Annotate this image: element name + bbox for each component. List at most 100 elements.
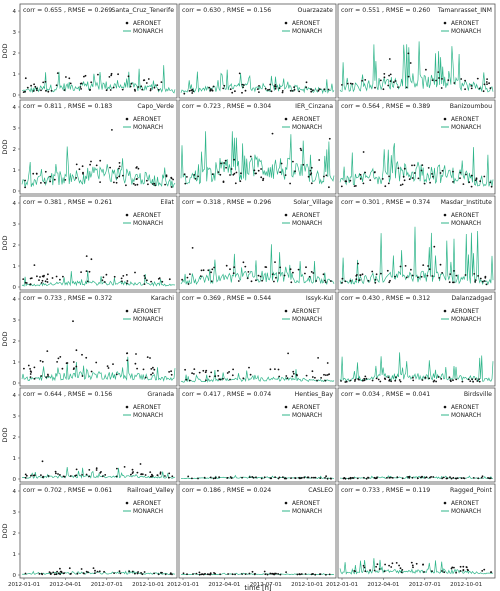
aeronet-point xyxy=(352,477,355,479)
aeronet-point xyxy=(465,566,468,568)
aeronet-point xyxy=(122,275,125,277)
aeronet-point xyxy=(113,181,115,184)
aeronet-point xyxy=(161,280,164,283)
aeronet-point xyxy=(362,151,365,153)
aeronet-point xyxy=(190,89,193,92)
aeronet-point xyxy=(388,476,391,479)
aeronet-point xyxy=(377,378,380,381)
aeronet-point xyxy=(40,89,42,92)
panel-frame xyxy=(19,3,178,99)
aeronet-point xyxy=(246,277,249,279)
aeronet-point xyxy=(52,571,55,574)
panel-frame xyxy=(19,195,178,291)
aeronet-point xyxy=(325,573,327,576)
aeronet-point xyxy=(399,265,402,268)
aeronet-point xyxy=(330,280,332,282)
aeronet-point xyxy=(476,380,479,382)
aeronet-point xyxy=(363,566,366,569)
aeronet-point xyxy=(23,367,25,370)
aeronet-point xyxy=(274,84,277,86)
aeronet-point xyxy=(427,167,430,169)
aeronet-point xyxy=(312,573,314,575)
aeronet-point xyxy=(202,269,205,272)
aeronet-point xyxy=(347,477,350,480)
aeronet-series xyxy=(342,475,492,480)
aeronet-point xyxy=(112,363,114,365)
aeronet-point xyxy=(405,276,408,279)
aeronet-series xyxy=(24,567,173,576)
aeronet-point xyxy=(269,83,272,86)
aeronet-point xyxy=(47,90,50,93)
aeronet-point xyxy=(260,176,263,179)
legend-monarch-label: MONARCH xyxy=(451,413,481,419)
y-tick-label: 1 xyxy=(13,168,17,174)
aeronet-point xyxy=(363,476,365,479)
aeronet-point xyxy=(69,475,72,477)
aeronet-point xyxy=(412,376,414,379)
aeronet-series xyxy=(340,375,481,383)
aeronet-point xyxy=(362,182,365,185)
aeronet-point xyxy=(150,373,153,376)
x-tick-label: 2012-07-01 xyxy=(409,582,441,588)
aeronet-point xyxy=(269,368,272,371)
panel-station-name: Tamanrasset_INM xyxy=(437,7,492,14)
legend-monarch-label: MONARCH xyxy=(292,413,322,419)
aeronet-point xyxy=(281,91,284,94)
legend-monarch-label: MONARCH xyxy=(133,221,163,227)
aeronet-point xyxy=(34,85,37,88)
aeronet-point xyxy=(62,572,65,575)
aeronet-point xyxy=(208,86,211,89)
panel-frame xyxy=(178,483,337,579)
legend-aeronet-label: AERONET xyxy=(451,117,479,123)
legend-monarch-label: MONARCH xyxy=(451,509,481,515)
aeronet-point xyxy=(310,182,313,185)
aeronet-point xyxy=(415,562,418,565)
aeronet-point xyxy=(310,90,313,93)
panel-birdsville: corr = 0.034 , RMSE = 0.041 Birdsville AER… xyxy=(337,387,496,483)
aeronet-point xyxy=(269,572,272,575)
aeronet-point xyxy=(202,369,205,372)
y-tick-label: 1 xyxy=(13,360,17,366)
x-tick-label: 2012-10-01 xyxy=(291,582,323,588)
aeronet-point xyxy=(473,273,476,275)
aeronet-point xyxy=(198,571,201,574)
panel-frame xyxy=(19,387,178,483)
aeronet-point xyxy=(263,570,266,573)
aeronet-point xyxy=(371,379,374,382)
aeronet-point xyxy=(359,173,362,176)
aeronet-point xyxy=(232,173,235,176)
aeronet-point xyxy=(317,89,320,92)
aeronet-point xyxy=(387,376,390,379)
aeronet-point xyxy=(484,275,487,278)
aeronet-point xyxy=(291,90,294,92)
aeronet-point xyxy=(168,472,171,475)
aeronet-point xyxy=(197,175,200,178)
y-tick-label: 2 xyxy=(13,339,17,345)
panel-station-name: Issyk-Kul xyxy=(306,295,333,302)
panel-station-name: Dalanzadgad xyxy=(451,295,492,302)
panel-station-name: Banizoumbou xyxy=(450,103,492,110)
aeronet-point xyxy=(268,88,271,91)
monarch-series xyxy=(339,558,494,575)
aeronet-point xyxy=(474,279,477,281)
y-axis-label: DOD xyxy=(1,523,9,538)
aeronet-point xyxy=(125,184,127,187)
panel-station-name: Santa_Cruz_Tenerife xyxy=(111,7,174,14)
aeronet-point xyxy=(198,371,201,374)
aeronet-point xyxy=(55,84,58,87)
aeronet-point xyxy=(170,186,173,188)
aeronet-point xyxy=(89,89,91,91)
legend-aeronet-marker xyxy=(443,405,447,409)
aeronet-point xyxy=(118,162,121,164)
aeronet-point xyxy=(459,565,462,568)
aeronet-point xyxy=(417,276,419,279)
aeronet-point xyxy=(253,169,256,172)
panel-frame xyxy=(337,99,496,195)
aeronet-point xyxy=(154,184,157,187)
aeronet-point xyxy=(478,87,481,90)
aeronet-point xyxy=(96,570,99,573)
aeronet-point xyxy=(141,473,144,476)
aeronet-point xyxy=(59,567,61,570)
aeronet-point xyxy=(390,476,392,479)
aeronet-series xyxy=(187,475,332,480)
